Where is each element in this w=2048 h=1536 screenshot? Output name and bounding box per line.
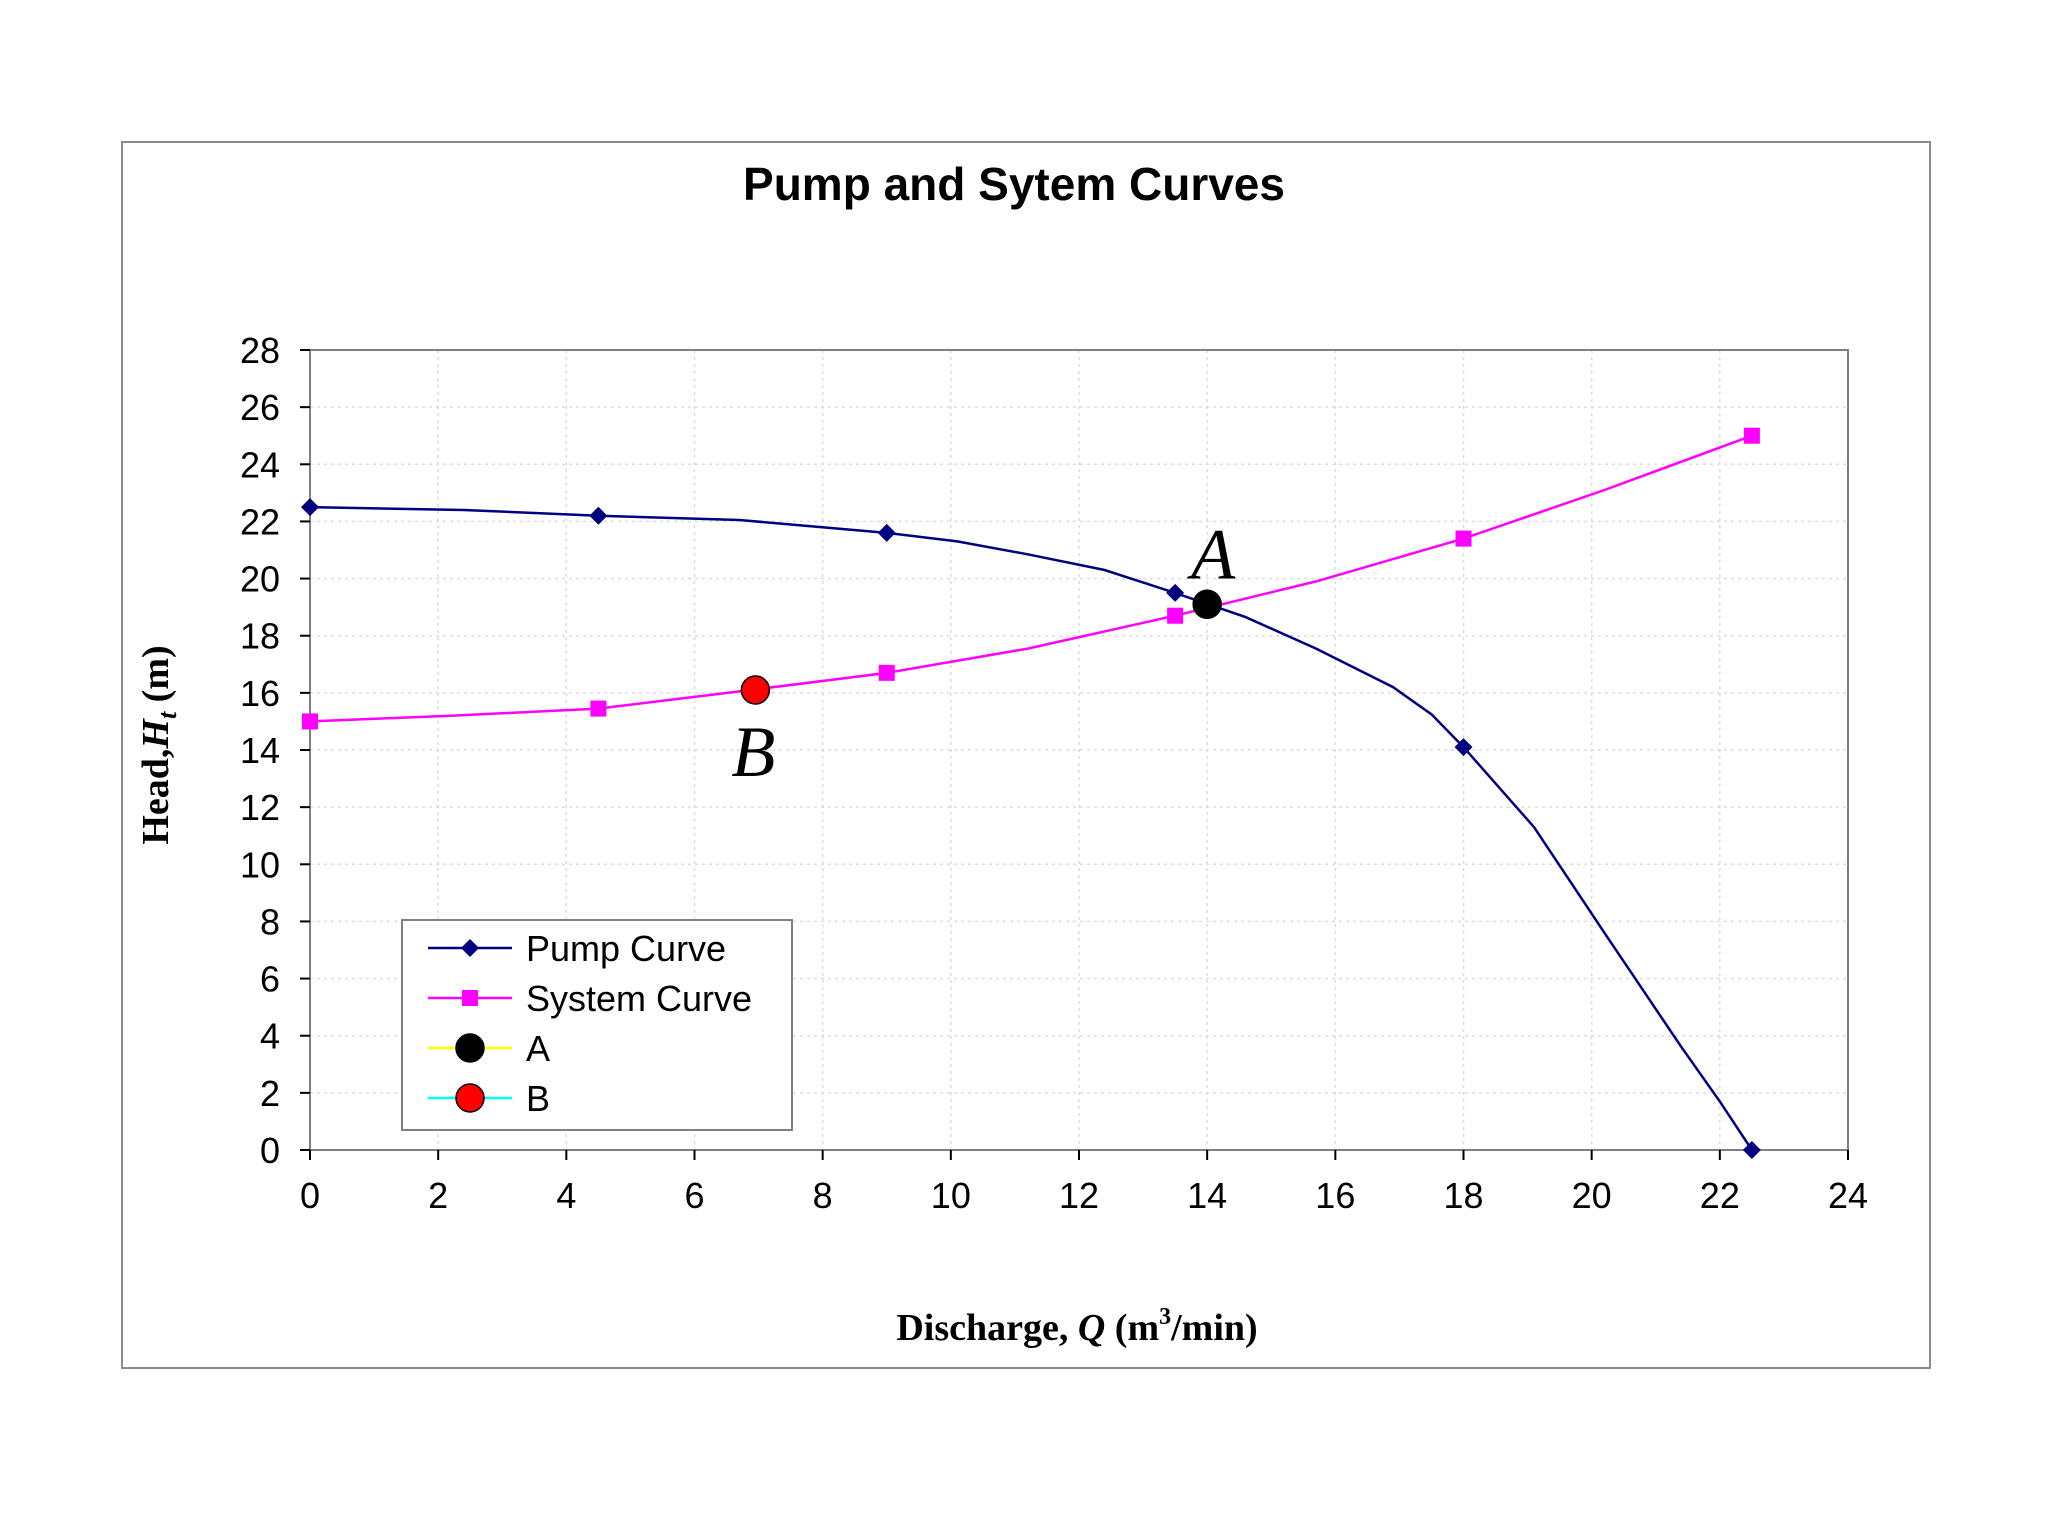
annotations-layer: AB (731, 514, 1236, 792)
y-tick-label: 26 (240, 387, 280, 428)
y-tick-label: 20 (240, 559, 280, 600)
y-axis-label-subscript: t (153, 711, 182, 719)
x-axis-ticks: 0 2 4 6 8 10 12 14 16 18 20 22 24 (300, 1150, 1868, 1216)
legend-a-marker (455, 1033, 485, 1063)
y-tick-label: 28 (240, 330, 280, 371)
x-tick-label: 18 (1443, 1175, 1483, 1216)
legend-b-marker (455, 1083, 485, 1113)
x-tick-label: 6 (684, 1175, 704, 1216)
chart-area-border (121, 141, 1931, 1369)
x-axis-label-symbol: Q (1078, 1307, 1105, 1349)
legend-a-label: A (526, 1028, 550, 1069)
x-axis-label-unit-open: (m (1105, 1307, 1159, 1349)
pump-curve-point (1166, 583, 1185, 602)
legend-b-label: B (526, 1078, 550, 1119)
system-curve-point (1455, 530, 1472, 547)
y-tick-label: 8 (260, 901, 280, 942)
legend-pump-curve-label: Pump Curve (526, 928, 726, 969)
pump-curve-point (1454, 738, 1473, 757)
system-curve-point (1743, 427, 1760, 444)
system-curve-point (1167, 607, 1184, 624)
annotation-b: B (731, 712, 775, 792)
a-point (1192, 589, 1222, 620)
y-tick-label: 14 (240, 730, 280, 771)
y-tick-label: 12 (240, 787, 280, 828)
annotation-a: A (1187, 514, 1236, 594)
x-tick-label: 12 (1059, 1175, 1099, 1216)
x-tick-label: 8 (813, 1175, 833, 1216)
y-axis-label-unit: (m) (135, 645, 177, 711)
y-tick-label: 22 (240, 501, 280, 542)
legend-system-curve-marker (462, 990, 478, 1006)
y-axis-label-prefix: Head, (135, 749, 177, 845)
y-tick-label: 24 (240, 444, 280, 485)
x-axis-label-unit-sup: 3 (1159, 1304, 1171, 1330)
x-tick-label: 2 (428, 1175, 448, 1216)
pump-curve-point (301, 498, 319, 517)
pump-curve-point (589, 506, 608, 525)
pump-curve-line (309, 505, 1753, 1151)
pump-curve-point (1742, 1141, 1761, 1159)
x-tick-label: 20 (1572, 1175, 1612, 1216)
y-tick-label: 2 (260, 1073, 280, 1114)
system-curve-point (878, 664, 895, 681)
x-tick-label: 4 (556, 1175, 576, 1216)
series-layer (301, 427, 1761, 1159)
y-tick-label: 6 (260, 959, 280, 1000)
x-tick-label: 16 (1315, 1175, 1355, 1216)
y-tick-label: 16 (240, 673, 280, 714)
system-curve-line (309, 434, 1753, 723)
y-axis-label: Head,Ht (m) (135, 645, 182, 844)
y-tick-label: 4 (260, 1016, 280, 1057)
x-tick-label: 22 (1700, 1175, 1740, 1216)
system-curve-point (302, 713, 318, 730)
y-tick-label: 18 (240, 616, 280, 657)
x-tick-label: 24 (1828, 1175, 1868, 1216)
y-tick-label: 10 (240, 844, 280, 885)
chart-title: Pump and Sytem Curves (743, 158, 1285, 210)
x-axis-label-prefix: Discharge, (896, 1307, 1078, 1349)
y-axis-label-symbol: H (135, 718, 177, 750)
x-axis-label: Discharge, Q (m3/min) (896, 1304, 1257, 1349)
b-point (740, 675, 771, 705)
x-axis-label-unit-close: /min) (1170, 1307, 1258, 1349)
x-tick-label: 0 (300, 1175, 320, 1216)
pump-curve-point (877, 523, 896, 542)
legend-system-curve-label: System Curve (526, 978, 752, 1019)
system-curve-point (590, 700, 607, 717)
legend-pump-curve-marker (461, 939, 479, 957)
x-tick-label: 10 (931, 1175, 971, 1216)
legend: Pump Curve System Curve AB (401, 919, 793, 1131)
x-tick-label: 14 (1187, 1175, 1227, 1216)
y-tick-label: 0 (260, 1130, 280, 1171)
